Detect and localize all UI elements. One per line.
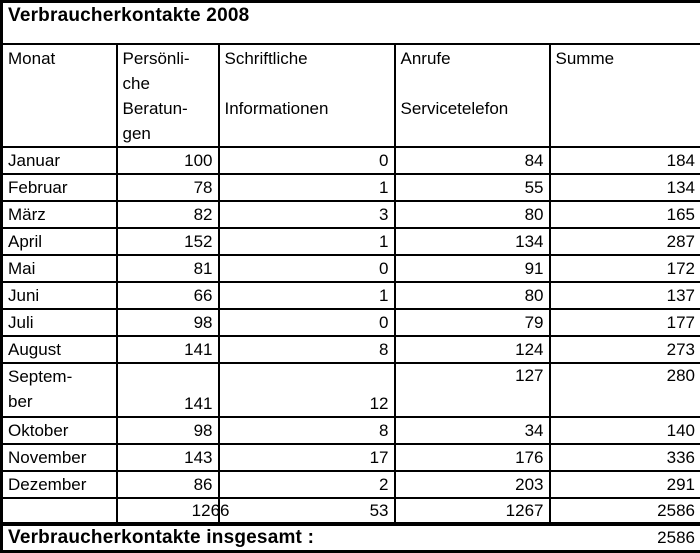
anrufe-cell: 127 — [395, 363, 550, 417]
table-title: Verbraucherkontakte 2008 — [2, 2, 700, 45]
beratungen-cell: 98 — [117, 309, 219, 336]
beratungen-cell: 141 — [117, 336, 219, 363]
totals-informationen-cell: 53 — [219, 498, 395, 524]
table-row-april: April 152 1 134 287 — [2, 228, 700, 255]
beratungen-cell: 78 — [117, 174, 219, 201]
month-cell: Januar — [2, 147, 117, 174]
informationen-cell: 1 — [219, 282, 395, 309]
totals-summe-cell: 2586 — [550, 498, 700, 524]
table-row-juni: Juni 66 1 80 137 — [2, 282, 700, 309]
anrufe-cell: 80 — [395, 282, 550, 309]
summe-cell: 280 — [550, 363, 700, 417]
totals-beratungen-cell: 1266 — [117, 498, 219, 524]
totals-empty-cell — [2, 498, 117, 524]
anrufe-cell: 80 — [395, 201, 550, 228]
summe-cell: 137 — [550, 282, 700, 309]
informationen-cell: 2 — [219, 471, 395, 498]
col-header-summe: Summe — [550, 44, 700, 147]
footer-total-value: 2586 — [657, 528, 695, 548]
informationen-cell: 8 — [219, 336, 395, 363]
informationen-cell: 3 — [219, 201, 395, 228]
beratungen-cell: 141 — [117, 363, 219, 417]
table-row-juli: Juli 98 0 79 177 — [2, 309, 700, 336]
summe-cell: 140 — [550, 417, 700, 444]
col-header-persoenliche-beratungen: Persönli- che Beratun- gen — [117, 44, 219, 147]
table-row-september: Septem- ber 141 12 127 280 — [2, 363, 700, 417]
month-cell: Dezember — [2, 471, 117, 498]
beratungen-cell: 66 — [117, 282, 219, 309]
table-row-januar: Januar 100 0 84 184 — [2, 147, 700, 174]
informationen-cell: 0 — [219, 147, 395, 174]
footer-cell: Verbraucherkontakte insgesamt : 2586 — [2, 524, 700, 552]
beratungen-cell: 98 — [117, 417, 219, 444]
summe-cell: 165 — [550, 201, 700, 228]
informationen-cell: 12 — [219, 363, 395, 417]
month-cell: Juni — [2, 282, 117, 309]
anrufe-cell: 55 — [395, 174, 550, 201]
summe-cell: 177 — [550, 309, 700, 336]
table-row-mai: Mai 81 0 91 172 — [2, 255, 700, 282]
summe-cell: 134 — [550, 174, 700, 201]
beratungen-cell: 86 — [117, 471, 219, 498]
informationen-cell: 0 — [219, 309, 395, 336]
col-header-anrufe-servicetelefon: Anrufe Servicetelefon — [395, 44, 550, 147]
anrufe-cell: 91 — [395, 255, 550, 282]
beratungen-cell: 152 — [117, 228, 219, 255]
summe-cell: 172 — [550, 255, 700, 282]
summe-cell: 291 — [550, 471, 700, 498]
informationen-cell: 17 — [219, 444, 395, 471]
anrufe-cell: 134 — [395, 228, 550, 255]
month-cell: Februar — [2, 174, 117, 201]
col-header-monat: Monat — [2, 44, 117, 147]
anrufe-cell: 203 — [395, 471, 550, 498]
summe-cell: 336 — [550, 444, 700, 471]
informationen-cell: 0 — [219, 255, 395, 282]
col-header-schriftliche-informationen: Schriftliche Informationen — [219, 44, 395, 147]
totals-beratungen-value: 1266 — [192, 501, 230, 520]
anrufe-cell: 84 — [395, 147, 550, 174]
month-cell: April — [2, 228, 117, 255]
totals-anrufe-cell: 1267 — [395, 498, 550, 524]
month-cell: November — [2, 444, 117, 471]
beratungen-cell: 82 — [117, 201, 219, 228]
beratungen-cell: 143 — [117, 444, 219, 471]
beratungen-cell: 100 — [117, 147, 219, 174]
informationen-cell: 1 — [219, 228, 395, 255]
table-row-dezember: Dezember 86 2 203 291 — [2, 471, 700, 498]
informationen-cell: 8 — [219, 417, 395, 444]
beratungen-cell: 81 — [117, 255, 219, 282]
table-row-november: November 143 17 176 336 — [2, 444, 700, 471]
month-cell: Oktober — [2, 417, 117, 444]
title-row: Verbraucherkontakte 2008 — [2, 2, 700, 45]
month-cell: Mai — [2, 255, 117, 282]
summe-cell: 287 — [550, 228, 700, 255]
month-cell: August — [2, 336, 117, 363]
informationen-cell: 1 — [219, 174, 395, 201]
anrufe-cell: 34 — [395, 417, 550, 444]
footer-label: Verbraucherkontakte insgesamt : — [8, 527, 314, 549]
month-cell: Juli — [2, 309, 117, 336]
anrufe-cell: 79 — [395, 309, 550, 336]
table-row-oktober: Oktober 98 8 34 140 — [2, 417, 700, 444]
anrufe-cell: 176 — [395, 444, 550, 471]
summe-cell: 273 — [550, 336, 700, 363]
summe-cell: 184 — [550, 147, 700, 174]
month-cell: Septem- ber — [2, 363, 117, 417]
month-cell: März — [2, 201, 117, 228]
table-row-februar: Februar 78 1 55 134 — [2, 174, 700, 201]
totals-row: 1266 53 1267 2586 — [2, 498, 700, 524]
anrufe-cell: 124 — [395, 336, 550, 363]
footer-row: Verbraucherkontakte insgesamt : 2586 — [2, 524, 700, 552]
table-row-maerz: März 82 3 80 165 — [2, 201, 700, 228]
header-row: Monat Persönli- che Beratun- gen Schrift… — [2, 44, 700, 147]
table-row-august: August 141 8 124 273 — [2, 336, 700, 363]
